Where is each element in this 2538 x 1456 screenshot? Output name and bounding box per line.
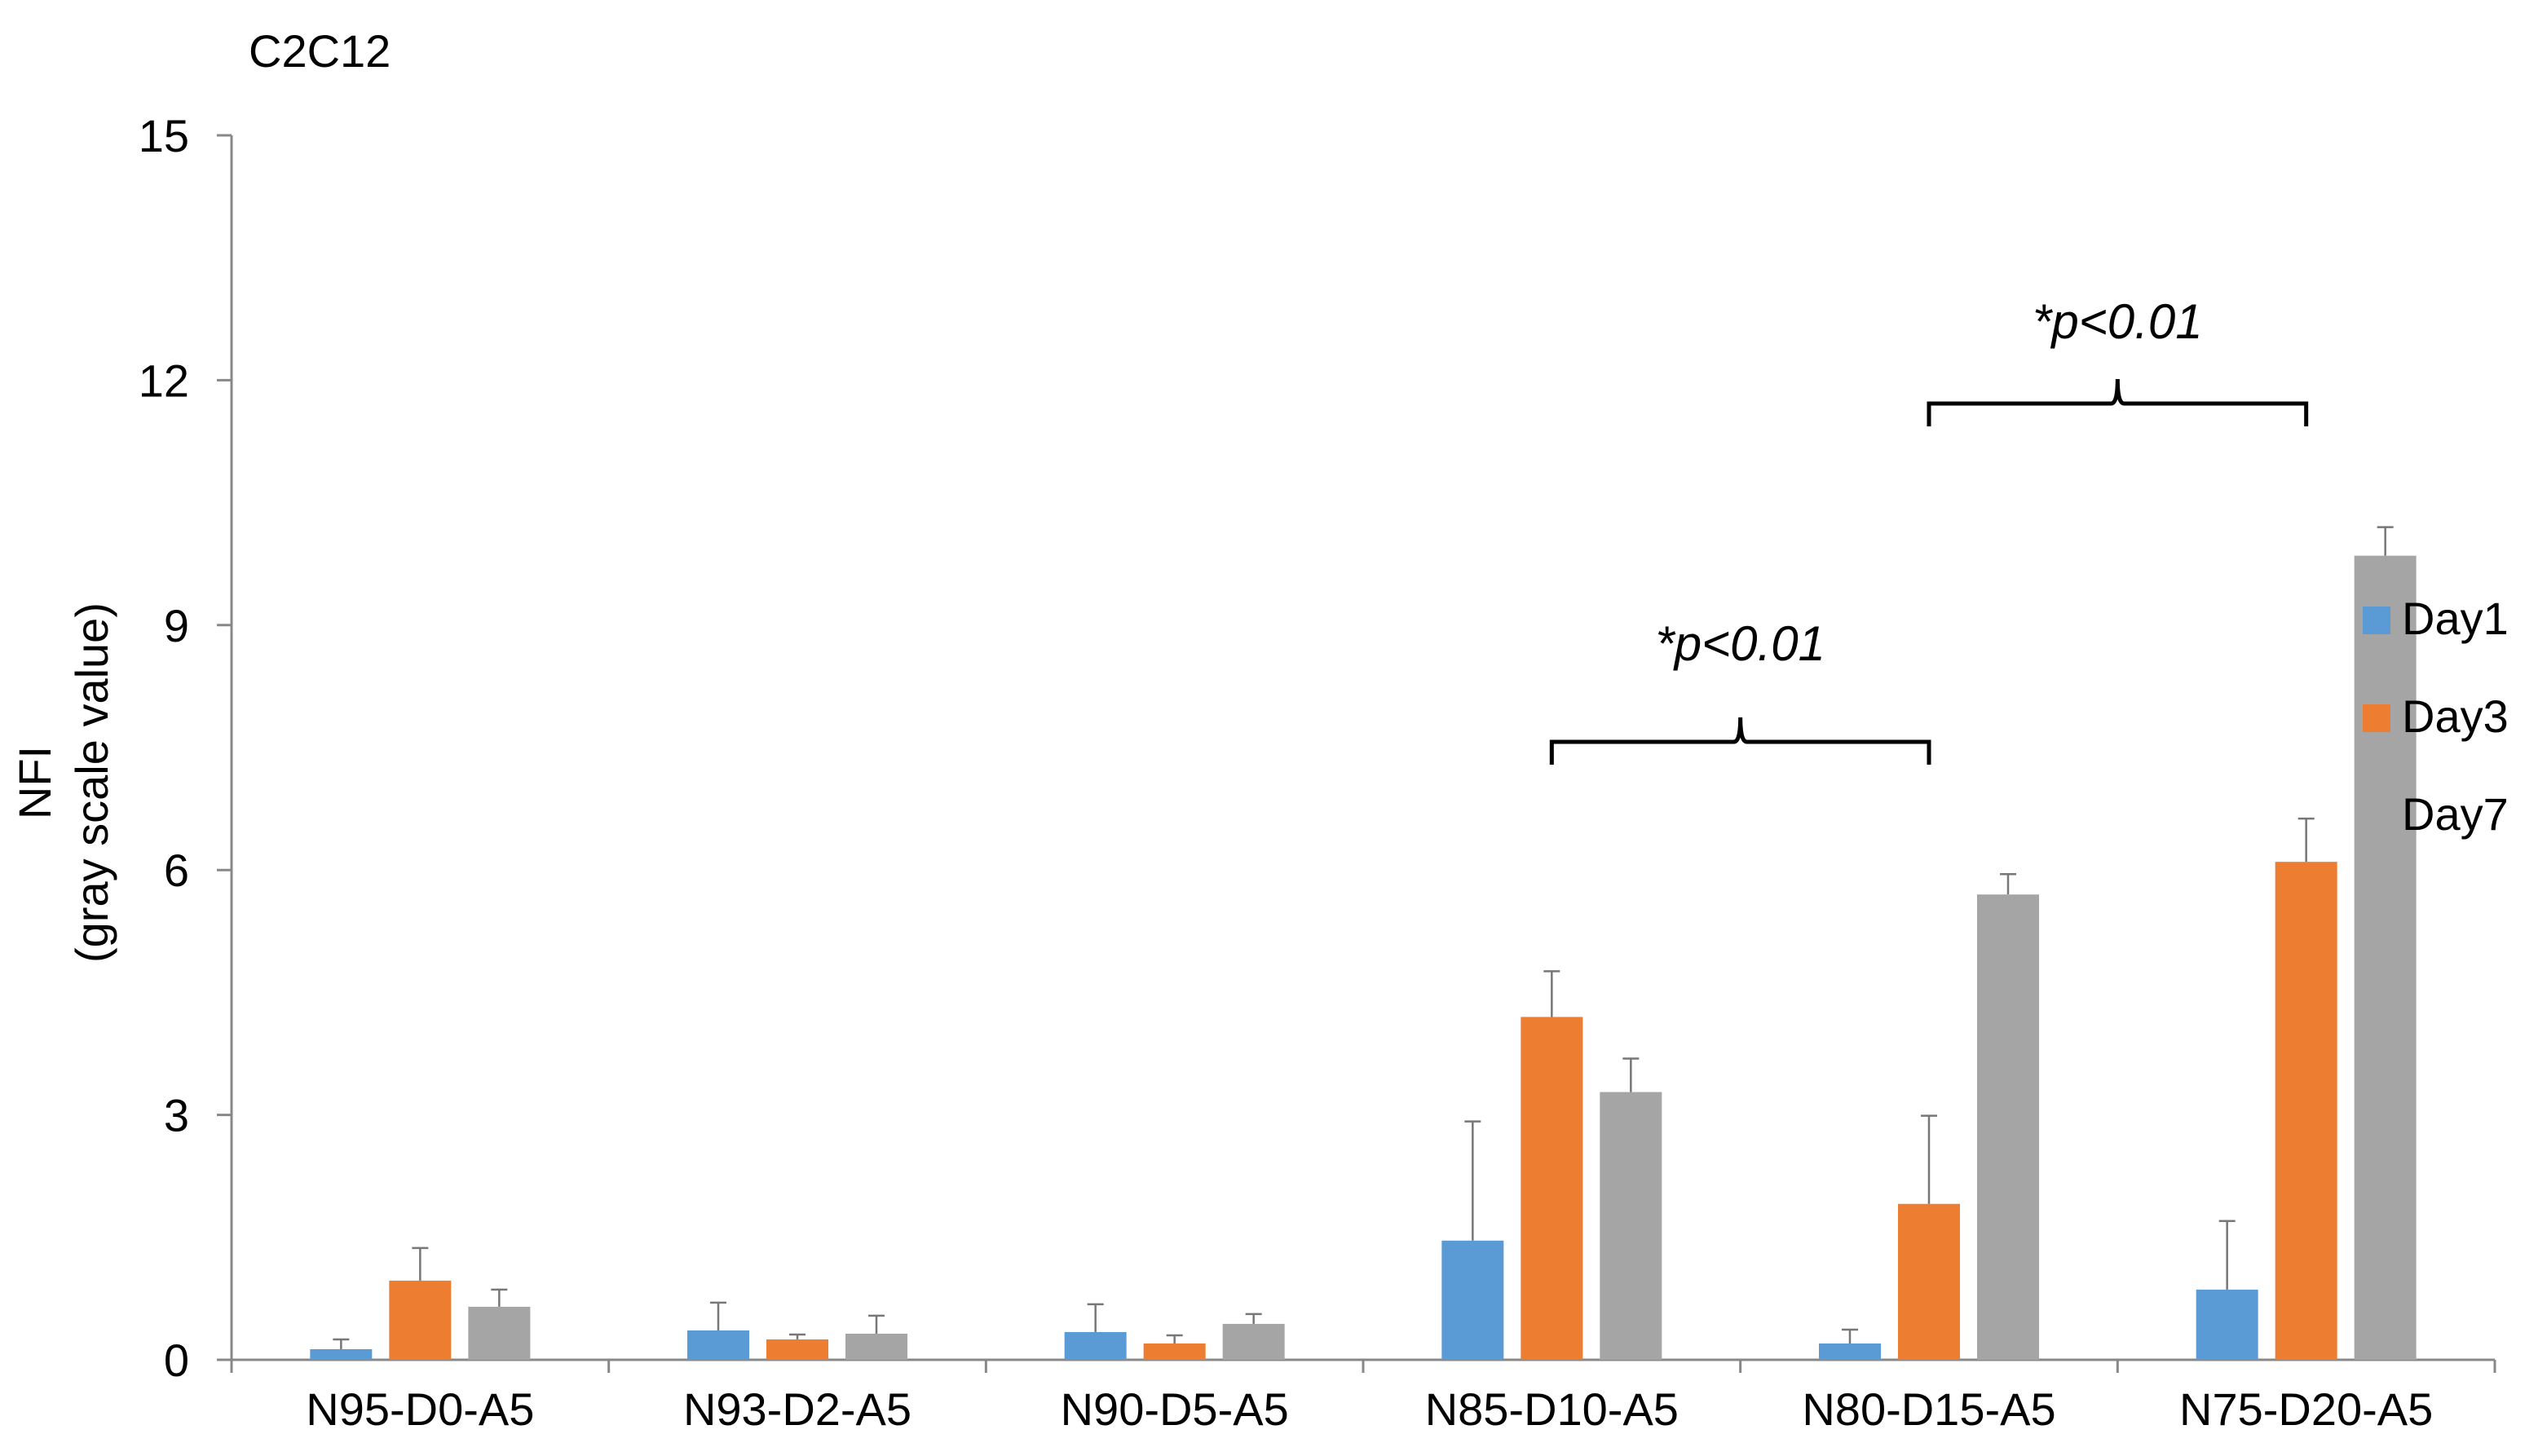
bar-day7-4 (1977, 894, 2039, 1360)
x-tick-label: N85-D10-A5 (1425, 1383, 1679, 1435)
y-tick-label: 3 (164, 1090, 189, 1141)
significance-label: *p<0.01 (2033, 294, 2203, 349)
legend-label: Day7 (2402, 788, 2509, 840)
bar-day7-2 (1222, 1323, 1285, 1360)
x-tick-labels: N95-D0-A5 N93-D2-A5 N90-D5-A5 N85-D10-A5 N80… (306, 1383, 2433, 1435)
bar-day3-0 (389, 1280, 452, 1360)
y-axis-title: NFI (gray scale value) (9, 602, 117, 963)
error-bars (333, 526, 2394, 1349)
bar-day3-5 (2275, 862, 2337, 1360)
bar-day7-3 (1600, 1092, 1662, 1360)
bar-day3-2 (1143, 1343, 1206, 1360)
y-tick-label: 12 (139, 355, 189, 406)
bar-day1-5 (2196, 1289, 2258, 1360)
bar-day7-0 (468, 1306, 531, 1360)
legend-swatch-day1 (2363, 607, 2390, 634)
bar-day1-2 (1064, 1331, 1127, 1360)
x-tick-label: N95-D0-A5 (306, 1383, 534, 1435)
significance-annotations: *p<0.01 *p<0.01 (1549, 294, 2309, 765)
legend: Day1 Day3 Day7 (2363, 593, 2509, 840)
legend-label: Day3 (2402, 690, 2509, 742)
significance-bracket (1927, 378, 2309, 426)
significance-label: *p<0.01 (1655, 616, 1825, 671)
y-tick-labels: 0 3 6 9 12 15 (139, 110, 189, 1386)
significance-bracket (1549, 717, 1931, 765)
x-tick-label: N93-D2-A5 (683, 1383, 911, 1435)
bar-day1-3 (1441, 1240, 1504, 1360)
x-tick-label: N75-D20-A5 (2179, 1383, 2433, 1435)
y-tick-label: 9 (164, 600, 189, 651)
chart-title: C2C12 (249, 25, 391, 77)
axes (217, 134, 2496, 1373)
legend-label: Day1 (2402, 593, 2509, 644)
bar-day3-3 (1521, 1017, 1583, 1360)
bar-day7-5 (2354, 555, 2417, 1360)
bar-day3-4 (1898, 1203, 1960, 1360)
bar-day7-1 (845, 1333, 907, 1360)
x-tick-label: N90-D5-A5 (1061, 1383, 1289, 1435)
bar-day1-1 (687, 1330, 749, 1360)
bars (310, 555, 2417, 1360)
y-tick-label: 0 (164, 1335, 189, 1386)
y-tick-label: 15 (139, 110, 189, 161)
y-axis-label: NFI (9, 746, 60, 819)
bar-day3-1 (766, 1339, 828, 1360)
x-tick-label: N80-D15-A5 (1802, 1383, 2055, 1435)
bar-day1-4 (1819, 1343, 1881, 1360)
bar-day1-0 (310, 1348, 373, 1360)
y-tick-label: 6 (164, 845, 189, 896)
legend-swatch-day3 (2363, 704, 2390, 732)
y-axis-label-sub: (gray scale value) (66, 602, 117, 963)
legend-swatch-day7 (2363, 802, 2390, 830)
